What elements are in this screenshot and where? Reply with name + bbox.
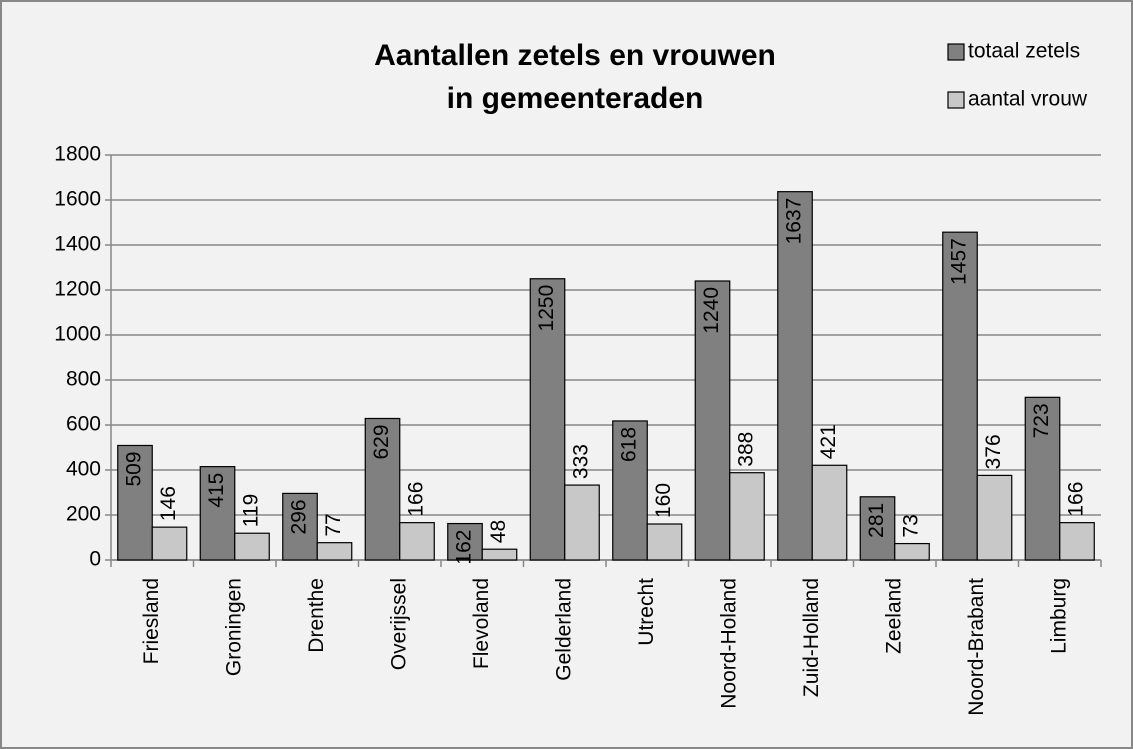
data-label: 162 bbox=[453, 530, 476, 565]
x-tick-label: Groningen bbox=[222, 578, 245, 676]
data-label: 1637 bbox=[783, 198, 806, 245]
data-label: 376 bbox=[982, 434, 1005, 469]
x-tick-label: Overijssel bbox=[387, 578, 410, 670]
bar bbox=[151, 526, 188, 561]
bar bbox=[694, 280, 731, 561]
x-tick-label: Noord-Brabant bbox=[965, 578, 988, 716]
data-label: 166 bbox=[405, 482, 428, 517]
x-tick-label: Utrecht bbox=[635, 578, 658, 646]
bar bbox=[1024, 396, 1061, 561]
y-tick-label: 800 bbox=[66, 368, 101, 391]
y-tick-label: 1600 bbox=[54, 188, 101, 211]
data-label: 119 bbox=[240, 494, 263, 527]
data-label: 723 bbox=[1030, 403, 1053, 438]
x-tick-label: Limburg bbox=[1047, 578, 1070, 654]
bar bbox=[316, 542, 353, 561]
bar bbox=[529, 278, 566, 561]
y-tick-label: 0 bbox=[89, 548, 101, 571]
data-label: 421 bbox=[817, 424, 840, 459]
x-tick-label: Drenthe bbox=[305, 578, 328, 653]
x-tick-label: Noord-Holand bbox=[717, 578, 740, 709]
x-tick-label: Friesland bbox=[140, 578, 163, 664]
bar bbox=[729, 472, 765, 561]
data-label: 77 bbox=[322, 513, 345, 536]
data-label: 629 bbox=[370, 424, 393, 459]
data-label: 48 bbox=[487, 520, 510, 543]
chart-title: in gemeenteraden bbox=[447, 82, 704, 115]
data-label: 146 bbox=[157, 486, 180, 521]
bar bbox=[646, 523, 683, 561]
data-label: 281 bbox=[865, 503, 888, 538]
data-label: 415 bbox=[205, 473, 228, 508]
bar bbox=[282, 492, 318, 561]
y-tick-label: 1000 bbox=[54, 323, 101, 346]
data-label: 1250 bbox=[535, 285, 558, 332]
bar bbox=[942, 231, 978, 561]
bar bbox=[811, 464, 848, 561]
data-label: 509 bbox=[123, 451, 146, 486]
y-tick-label: 400 bbox=[66, 458, 101, 481]
legend-swatch bbox=[947, 43, 965, 61]
data-label: 333 bbox=[570, 444, 593, 479]
bar bbox=[399, 522, 435, 561]
bar bbox=[564, 484, 600, 561]
y-tick-label: 1200 bbox=[54, 278, 101, 301]
y-tick-label: 200 bbox=[66, 503, 101, 526]
bar bbox=[447, 522, 483, 561]
x-tick-label: Zeeland bbox=[882, 578, 905, 654]
bar bbox=[777, 191, 813, 561]
bar bbox=[481, 548, 518, 561]
data-label: 618 bbox=[618, 427, 641, 462]
data-label: 1240 bbox=[700, 287, 723, 334]
data-label: 166 bbox=[1065, 482, 1088, 517]
bar bbox=[894, 542, 930, 561]
y-tick-label: 1800 bbox=[54, 143, 101, 166]
legend-label: aantal vrouw bbox=[968, 88, 1088, 111]
bar bbox=[976, 474, 1013, 561]
bar bbox=[117, 444, 153, 561]
x-tick-label: Zuid-Holland bbox=[800, 578, 823, 697]
x-tick-label: Flevoland bbox=[470, 578, 493, 669]
y-tick-label: 1400 bbox=[54, 233, 101, 256]
data-label: 388 bbox=[735, 432, 758, 467]
y-tick-label: 600 bbox=[66, 413, 101, 436]
bar bbox=[234, 532, 270, 561]
chart-title: Aantallen zetels en vrouwen bbox=[374, 39, 776, 72]
x-tick-label: Gelderland bbox=[552, 578, 575, 681]
data-label: 296 bbox=[288, 499, 311, 534]
data-label: 160 bbox=[652, 483, 675, 518]
legend-label: totaal zetels bbox=[968, 40, 1080, 63]
bar bbox=[199, 466, 236, 561]
legend-swatch bbox=[947, 91, 965, 109]
data-label: 1457 bbox=[948, 238, 971, 285]
bar bbox=[1059, 522, 1095, 561]
bar bbox=[859, 496, 896, 561]
data-label: 73 bbox=[900, 514, 923, 537]
bar bbox=[364, 417, 401, 561]
bar bbox=[612, 420, 648, 561]
